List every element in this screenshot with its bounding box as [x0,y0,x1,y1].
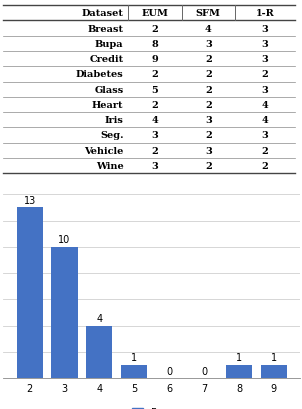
Text: Dataset: Dataset [82,9,124,18]
Text: 4: 4 [262,101,268,110]
Text: Wine: Wine [96,162,124,171]
Text: 2: 2 [205,101,212,110]
Text: 3: 3 [262,131,268,140]
Text: Diabetes: Diabetes [76,70,124,79]
Text: 2: 2 [262,146,268,155]
Text: Breast: Breast [88,25,124,34]
Bar [261,365,287,378]
Text: 2: 2 [205,70,212,79]
Text: 1: 1 [271,353,277,363]
Text: Vehicle: Vehicle [84,146,124,155]
Text: 13: 13 [24,195,36,205]
Text: 1-R: 1-R [255,9,274,18]
Text: Seg.: Seg. [100,131,124,140]
Text: Heart: Heart [92,101,124,110]
Text: 4: 4 [205,25,212,34]
Text: 2: 2 [205,55,212,64]
Text: 2: 2 [151,146,158,155]
Text: 3: 3 [205,146,212,155]
Bar [17,208,43,378]
Legend: Frequency: Frequency [128,403,205,409]
Text: Credit: Credit [89,55,124,64]
Text: Bupa: Bupa [95,40,124,49]
Text: 3: 3 [151,162,158,171]
Text: 4: 4 [96,313,102,323]
Text: Glass: Glass [94,85,124,94]
Text: Iris: Iris [104,116,124,125]
Text: 9: 9 [151,55,158,64]
Text: 3: 3 [151,131,158,140]
Text: 3: 3 [262,25,268,34]
Text: 2: 2 [151,101,158,110]
Text: 2: 2 [205,131,212,140]
Bar [86,326,113,378]
Text: 2: 2 [205,162,212,171]
Text: 3: 3 [262,40,268,49]
Bar [226,365,252,378]
Text: SFM: SFM [196,9,221,18]
Text: 3: 3 [262,85,268,94]
Text: EUM: EUM [141,9,168,18]
Text: 8: 8 [151,40,158,49]
Text: 2: 2 [151,25,158,34]
Text: 3: 3 [262,55,268,64]
Bar [51,247,78,378]
Text: 1: 1 [131,353,137,363]
Text: 4: 4 [151,116,158,125]
Text: 5: 5 [151,85,158,94]
Text: 2: 2 [151,70,158,79]
Text: 3: 3 [205,40,212,49]
Text: 4: 4 [262,116,268,125]
Text: 1: 1 [236,353,242,363]
Text: 0: 0 [166,366,172,376]
Text: 10: 10 [58,235,71,245]
Text: 3: 3 [205,116,212,125]
Text: 2: 2 [262,162,268,171]
Text: 2: 2 [205,85,212,94]
Bar [121,365,147,378]
Text: 0: 0 [201,366,207,376]
Text: 2: 2 [262,70,268,79]
